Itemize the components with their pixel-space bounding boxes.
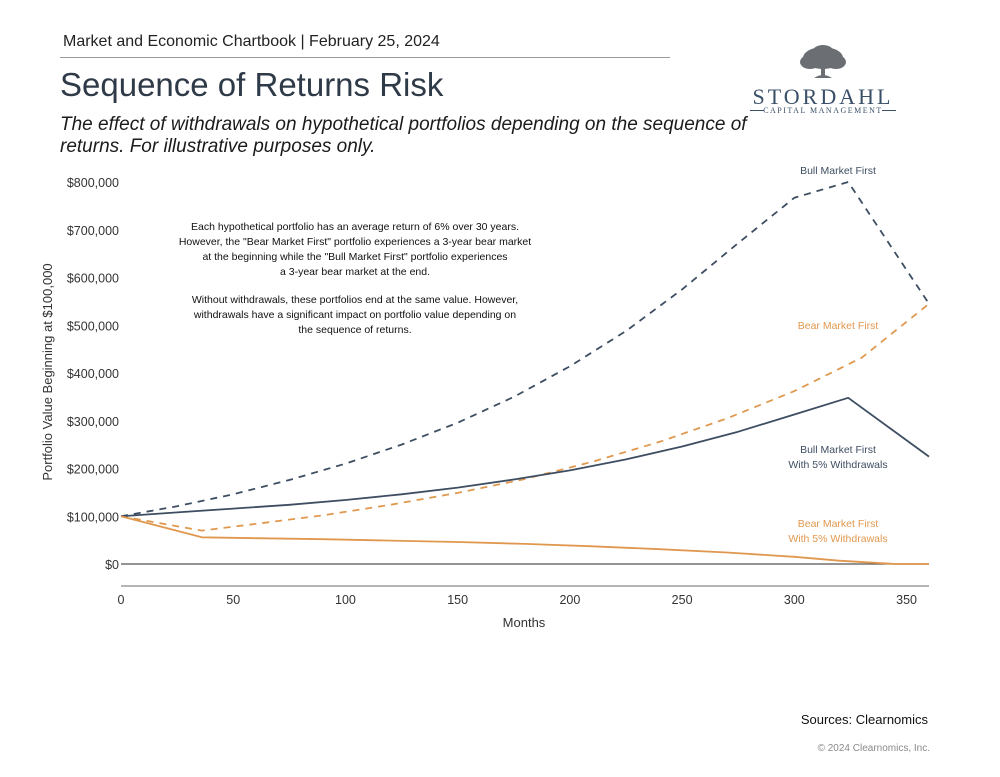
x-tick-label: 250 [672,593,693,607]
x-tick-label: 350 [896,593,917,607]
y-tick-label: $200,000 [67,463,119,477]
page-subtitle: The effect of withdrawals on hypothetica… [60,114,747,157]
logo-tagline: CAPITAL MANAGEMENT [763,106,883,115]
label-bear-withdrawals-1: Bear Market First [798,518,879,530]
annotation-line: However, the "Bear Market First" portfol… [179,236,531,248]
logo-rule-right [882,110,896,111]
annotation-line: withdrawals have a significant impact on… [193,309,516,321]
x-axis-title: Months [503,615,546,630]
x-axis: 0 50 100 150 200 250 300 350 [118,585,929,607]
y-tick-label: $600,000 [67,272,119,286]
series-line-bull-market-first-with-5-withdrawals [120,396,930,518]
y-tick-label: $800,000 [67,176,119,190]
tree-icon [800,45,846,78]
header-divider [60,57,670,58]
y-tick-label: $500,000 [67,319,119,333]
annotation-line: the sequence of returns. [298,324,411,336]
x-tick-label: 300 [784,593,805,607]
y-tick-label: $100,000 [67,510,119,524]
y-tick-label: $300,000 [67,415,119,429]
annotation-line: Without withdrawals, these portfolios en… [192,294,518,306]
chart-annotation: Each hypothetical portfolio has an avera… [179,221,531,336]
y-tick-label: $400,000 [67,367,119,381]
annotation-line: Each hypothetical portfolio has an avera… [191,221,519,233]
copyright-note: © 2024 Clearnomics, Inc. [817,743,930,754]
x-tick-label: 150 [447,593,468,607]
x-tick-label: 100 [335,593,356,607]
chartbook-header: Market and Economic Chartbook | February… [63,33,440,50]
y-tick-label: $700,000 [67,224,119,238]
label-bull-withdrawals-2: With 5% Withdrawals [788,459,887,471]
sources-note: Sources: Clearnomics [800,712,928,727]
annotation-line: at the beginning while the "Bull Market … [202,251,507,263]
series-line-bear-market-first-with-5-withdrawals [120,515,929,565]
logo-wordmark: STORDAHL [752,84,894,109]
y-axis-title: Portfolio Value Beginning at $100,000 [40,263,55,480]
y-axis: $0 $100,000 $200,000 $300,000 $400,000 $500,0… [67,176,929,572]
series-labels: Bull Market First Bear Market First Bull… [788,165,887,545]
page-title: Sequence of Returns Risk [60,66,444,103]
label-bull-market-first: Bull Market First [800,165,876,177]
y-tick-label: $0 [105,558,119,572]
x-tick-label: 200 [559,593,580,607]
series-line-bear-market-first [120,303,930,532]
series-line-bull-market-first [120,181,930,518]
sequence-of-returns-chart: $0 $100,000 $200,000 $300,000 $400,000 $500,0… [40,165,930,630]
annotation-line: a 3-year bear market at the end. [280,266,430,278]
label-bear-market-first: Bear Market First [798,320,879,332]
company-logo: STORDAHL CAPITAL MANAGEMENT [748,44,898,118]
x-tick-label: 0 [118,593,125,607]
logo-rule-left [750,110,764,111]
chart-series [120,181,930,565]
x-tick-label: 50 [226,593,240,607]
label-bear-withdrawals-2: With 5% Withdrawals [788,533,887,545]
label-bull-withdrawals-1: Bull Market First [800,444,876,456]
